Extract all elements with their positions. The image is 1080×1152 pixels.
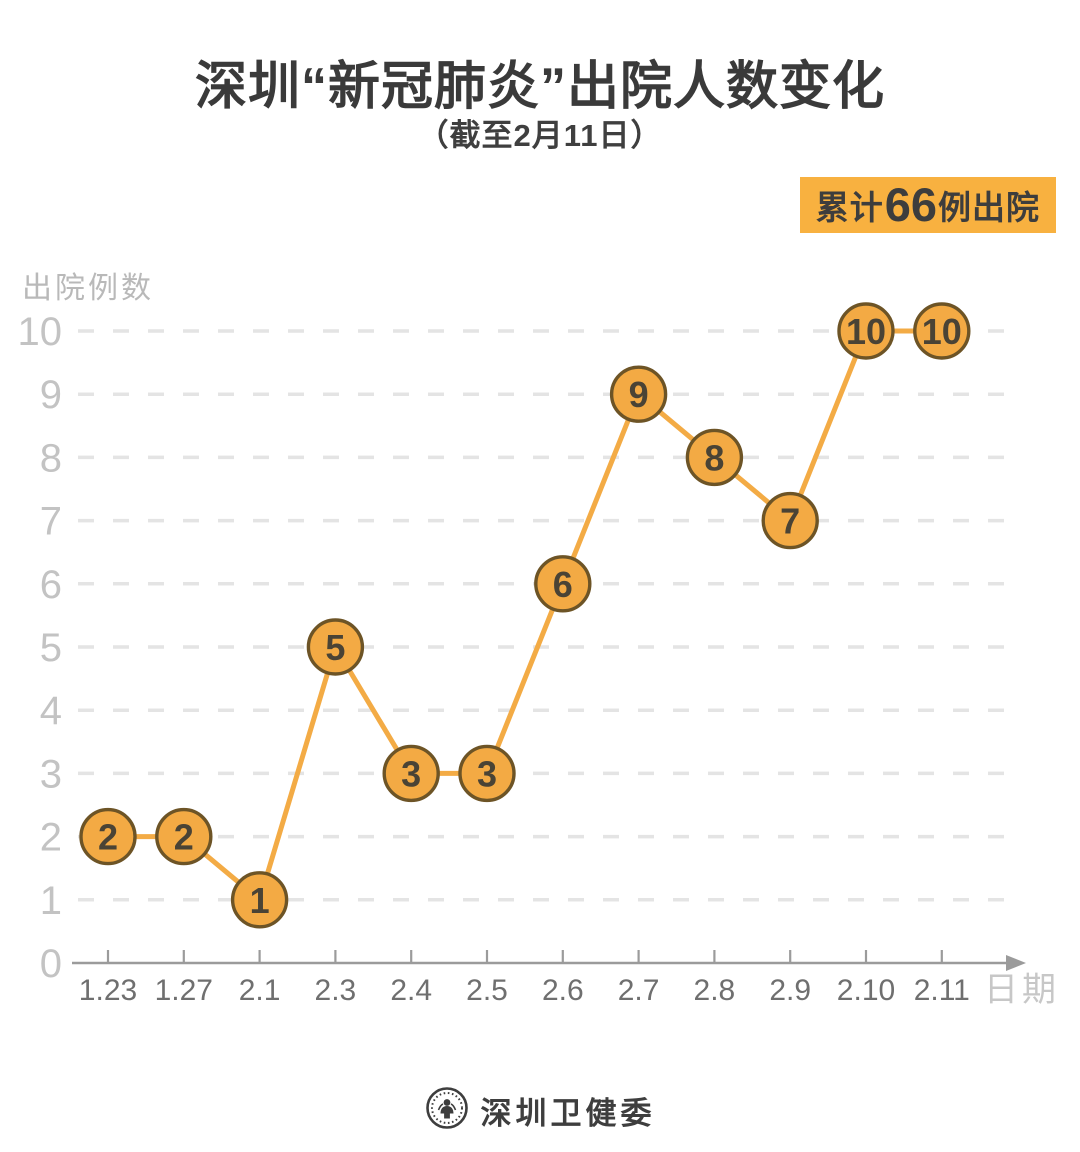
svg-text:0: 0 xyxy=(40,942,62,986)
svg-text:2.1: 2.1 xyxy=(239,974,281,1007)
data-point-value: 6 xyxy=(553,564,573,605)
data-point-marker: 10 xyxy=(913,302,971,360)
svg-text:1: 1 xyxy=(40,879,62,923)
y-tick-labels: 0 1 2 3 4 5 6 7 8 9 10 xyxy=(18,310,63,986)
data-point-value: 2 xyxy=(98,817,118,858)
footer-source-name: 深圳卫健委 xyxy=(480,1096,656,1131)
x-tick-labels: 1.23 1.27 2.1 2.3 2.4 2.5 2.6 2.7 2.8 2.9 2.10 2.11 xyxy=(79,974,970,1007)
svg-text:2.7: 2.7 xyxy=(618,974,660,1007)
footer: 深圳卫健委 xyxy=(0,1086,1080,1135)
data-points: 2 2 1 5 3 3 6 9 8 7 10 10 xyxy=(79,302,971,929)
data-point-marker: 6 xyxy=(534,555,592,613)
x-axis xyxy=(72,950,1026,971)
y-axis-title: 出院例数 xyxy=(22,272,154,305)
svg-text:8: 8 xyxy=(40,436,62,480)
data-point-value: 5 xyxy=(325,627,345,668)
data-point-marker: 2 xyxy=(79,807,137,866)
data-point-value: 3 xyxy=(477,753,497,794)
svg-text:7: 7 xyxy=(40,500,62,544)
x-axis-title: 日期 xyxy=(984,971,1060,1009)
svg-text:2.6: 2.6 xyxy=(542,974,584,1007)
data-line xyxy=(108,328,942,903)
data-point-value: 8 xyxy=(704,437,724,478)
svg-text:2: 2 xyxy=(40,816,62,860)
chart-title: 深圳“新冠肺炎”出院人数变化 xyxy=(194,58,885,116)
data-point-marker: 2 xyxy=(155,807,213,866)
svg-text:2.9: 2.9 xyxy=(769,974,811,1007)
data-point-value: 1 xyxy=(250,880,270,921)
data-point-value: 9 xyxy=(629,374,649,415)
data-point-value: 10 xyxy=(846,311,886,352)
svg-text:2.10: 2.10 xyxy=(837,974,895,1007)
data-point-marker: 8 xyxy=(685,428,744,487)
data-point-marker: 3 xyxy=(382,744,440,803)
data-point-marker: 7 xyxy=(761,491,819,550)
svg-text:1.27: 1.27 xyxy=(155,974,213,1007)
y-gridlines xyxy=(78,329,1008,902)
badge-prefix: 累计 xyxy=(815,189,884,226)
svg-text:2.11: 2.11 xyxy=(914,974,970,1007)
svg-text:4: 4 xyxy=(40,689,62,733)
svg-text:3: 3 xyxy=(40,752,62,796)
svg-text:1.23: 1.23 xyxy=(79,974,137,1007)
cumulative-total-badge: 累计 66 例出院 xyxy=(799,177,1056,233)
data-point-marker: 9 xyxy=(609,365,668,423)
data-point-value: 7 xyxy=(780,501,800,542)
svg-text:10: 10 xyxy=(18,310,63,354)
data-point-marker: 1 xyxy=(230,871,289,929)
svg-text:2.4: 2.4 xyxy=(390,974,432,1007)
svg-text:6: 6 xyxy=(40,563,62,607)
svg-text:2.5: 2.5 xyxy=(466,974,508,1007)
badge-suffix: 例出院 xyxy=(938,189,1040,226)
svg-text:2.8: 2.8 xyxy=(694,974,736,1007)
data-point-marker: 10 xyxy=(837,302,895,360)
svg-text:5: 5 xyxy=(40,626,62,670)
badge-number: 66 xyxy=(884,177,937,231)
data-point-value: 2 xyxy=(174,817,194,858)
svg-text:9: 9 xyxy=(40,373,62,417)
data-point-value: 10 xyxy=(922,311,962,352)
shenzhen-health-commission-logo-icon xyxy=(425,1086,469,1135)
data-point-marker: 5 xyxy=(306,618,365,676)
svg-text:2.3: 2.3 xyxy=(315,974,357,1007)
data-point-marker: 3 xyxy=(458,744,516,803)
chart-subtitle: （截至2月11日） xyxy=(417,118,663,153)
data-point-value: 3 xyxy=(401,753,421,794)
